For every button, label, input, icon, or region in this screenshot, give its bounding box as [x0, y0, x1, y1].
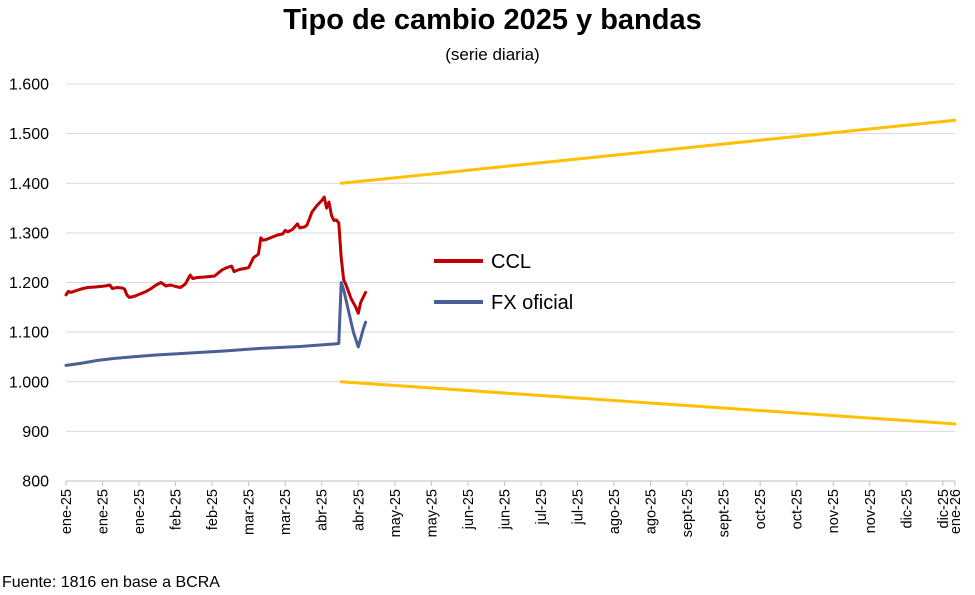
x-tick-label: ene-25	[96, 489, 112, 534]
x-tick-label: ago-25	[607, 489, 623, 534]
x-tick-label: oct-25	[790, 489, 806, 529]
series-lines	[64, 118, 957, 426]
x-tick-label: dic-25	[936, 489, 952, 529]
x-tick-label: ene-25	[132, 489, 148, 534]
x-tick-label: mar-25	[242, 489, 258, 535]
y-tick-label: 900	[22, 424, 49, 441]
x-tick-label: may-25	[424, 489, 440, 537]
x-tick-label: may-25	[388, 489, 404, 537]
x-tick-label: sept-25	[717, 489, 733, 537]
y-tick-label: 1.500	[9, 126, 49, 143]
chart-title: Tipo de cambio 2025 y bandas	[283, 4, 702, 36]
y-tick-labels: 800 900 1.000 1.100 1.200 1.300 1.400 1.500 1.60…	[9, 77, 49, 491]
axes	[65, 480, 956, 486]
x-tick-label: mar-25	[278, 489, 294, 535]
y-tick-label: 1.600	[9, 77, 49, 94]
legend-label-ccl: CCL	[491, 251, 531, 273]
x-tick-label: jul-25	[570, 489, 586, 525]
series-line-ccl	[64, 195, 368, 315]
legend-label-fx-oficial: FX oficial	[491, 292, 573, 314]
y-tick-label: 1.200	[9, 275, 49, 292]
x-tick-label: abr-25	[315, 489, 331, 531]
band-line-2	[339, 118, 957, 185]
band-line-3	[339, 380, 957, 426]
y-tick-label: 800	[22, 474, 49, 491]
x-tick-label: abr-25	[351, 489, 367, 531]
y-tick-label: 1.000	[9, 374, 49, 391]
gridlines	[66, 83, 955, 432]
x-tick-label: jul-25	[534, 489, 550, 525]
x-tick-label: feb-25	[169, 489, 185, 530]
x-tick-label: nov-25	[863, 489, 879, 533]
y-tick-label: 1.300	[9, 225, 49, 242]
x-tick-label: nov-25	[826, 489, 842, 533]
x-tick-label: feb-25	[205, 489, 221, 530]
x-tick-label: sept-25	[680, 489, 696, 537]
x-tick-label: jun-25	[497, 489, 513, 530]
source-note: Fuente: 1816 en base a BCRA	[2, 574, 220, 591]
x-tick-label: dic-25	[899, 489, 915, 529]
legend: CCL FX oficial	[434, 251, 573, 314]
chart-subtitle: (serie diaria)	[445, 45, 540, 64]
x-tick-label: oct-25	[753, 489, 769, 529]
x-tick-labels: ene-25 ene-25 ene-25 feb-25 feb-25 mar-25 mar-…	[59, 489, 964, 537]
x-tick-label: ene-26	[948, 489, 964, 534]
x-tick-label: ago-25	[644, 489, 660, 534]
x-tick-label: jun-25	[461, 489, 477, 530]
y-tick-label: 1.400	[9, 176, 49, 193]
y-tick-label: 1.100	[9, 325, 49, 342]
series-line-fx-oficial	[64, 281, 368, 367]
x-tick-label: ene-25	[59, 489, 75, 534]
